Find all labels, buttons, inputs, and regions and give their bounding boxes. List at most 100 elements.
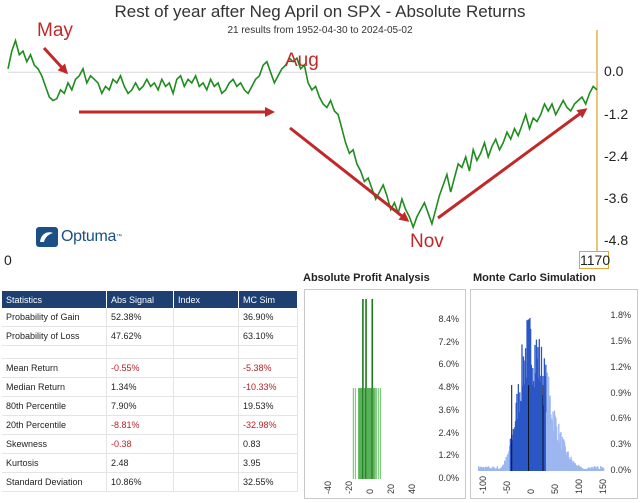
- mc-histogram-bar: [518, 412, 520, 471]
- mc-histogram-bar: [530, 328, 532, 471]
- mc-histogram-bar: [602, 467, 604, 471]
- mc-histogram-bar: [543, 358, 546, 471]
- mc-histogram-bar: [517, 418, 519, 471]
- mc-histogram-bar: [546, 372, 548, 471]
- mc-histogram-bar: [563, 442, 566, 471]
- mc-histogram-bar: [541, 395, 543, 471]
- mc-histogram-bar: [596, 467, 598, 471]
- mc-histogram-bar: [571, 462, 574, 471]
- mc-y-tick-label: 0.3%: [610, 439, 631, 450]
- index-value: [173, 396, 239, 416]
- mc-histogram-bar: [537, 347, 539, 471]
- mc-histogram-bar: [586, 468, 588, 471]
- mc-histogram-bar: [521, 344, 523, 471]
- mc-histogram-bar: [550, 418, 553, 471]
- stat-label: 80th Percentile: [2, 396, 107, 416]
- y-tick-label: -3.6: [604, 190, 629, 207]
- mc-histogram-bar: [582, 468, 584, 471]
- mc-histogram-bar: [533, 387, 535, 471]
- table-row: Median Return 1.34% -10.33%: [2, 377, 298, 397]
- histogram-y-tick-label: 4.8%: [438, 382, 459, 393]
- histogram-bar: [372, 388, 374, 479]
- mc-histogram-bar: [481, 467, 483, 471]
- histogram-core-band: [358, 388, 377, 479]
- mc-histogram-bar: [556, 426, 558, 471]
- mc-histogram-bar: [543, 405, 545, 471]
- mc-y-tick-label: 0.0%: [610, 465, 631, 475]
- mc-histogram-bar: [493, 467, 496, 471]
- return-line: [7, 37, 598, 230]
- histogram-y-tick-label: 2.4%: [438, 427, 459, 438]
- table-row: Probability of Gain 52.38% 36.90%: [2, 308, 298, 327]
- col-header-index: Index: [173, 291, 239, 308]
- mc-histogram-bar: [553, 430, 555, 471]
- mc-y-tick-label: 1.5%: [610, 336, 631, 346]
- abs-signal-value: 52.38%: [106, 308, 174, 327]
- mc-histogram-bar: [597, 466, 599, 471]
- mc-histogram-bar: [487, 467, 489, 471]
- mc-histogram-bar: [570, 456, 572, 471]
- mc-histogram-bar: [558, 443, 561, 471]
- main-chart: [7, 30, 598, 252]
- histogram-bar: [364, 388, 366, 479]
- histogram-bar: [371, 299, 374, 479]
- mc-histogram-bar: [566, 455, 568, 471]
- mc-histogram-bar: [538, 339, 540, 471]
- mc-histogram-bar: [532, 381, 535, 471]
- mc-histogram-bar: [579, 466, 581, 471]
- mc-histogram-bar: [494, 468, 496, 471]
- mc-histogram-bar: [509, 445, 511, 471]
- mc-histogram-bar: [554, 415, 556, 471]
- monte-carlo-title: Monte Carlo Simulation: [473, 272, 596, 284]
- stat-label: Standard Deviation: [2, 472, 107, 492]
- mc-histogram-bar: [490, 468, 492, 471]
- histogram-y-tick-label: 8.4%: [438, 313, 459, 324]
- mc-histogram-bar: [497, 468, 499, 471]
- mc-histogram-bar: [600, 466, 602, 471]
- mc-x-tick-label: 150: [598, 478, 609, 494]
- mc-histogram-bar: [486, 466, 488, 471]
- mc-histogram-bar: [555, 417, 557, 471]
- histogram-bar: [352, 388, 354, 479]
- stat-label: Probability of Loss: [2, 326, 107, 346]
- mc-histogram-bar: [484, 467, 486, 471]
- col-header-abs-signal: Abs Signal: [106, 291, 174, 308]
- mc-histogram-bar: [519, 400, 522, 471]
- mc-histogram-bar: [491, 467, 494, 471]
- mc-histogram-bar: [480, 466, 482, 471]
- mc-y-tick-label: 1.8%: [610, 310, 631, 321]
- col-header-statistics: Statistics: [2, 291, 107, 308]
- stat-label: Mean Return: [2, 358, 107, 378]
- mc-histogram-bar: [561, 449, 563, 471]
- mc-histogram-bar: [550, 414, 552, 471]
- histogram-bar: [379, 388, 381, 479]
- mc-histogram-bar: [539, 382, 541, 471]
- profit-analysis-title: Absolute Profit Analysis: [303, 272, 430, 284]
- mc-histogram-bar: [601, 466, 603, 471]
- mc-histogram-bar: [501, 465, 504, 471]
- annotation-aug: Aug: [285, 50, 319, 71]
- index-value: [173, 358, 239, 378]
- histogram-x-tick-label: 0: [365, 488, 375, 494]
- mc-x-tick-label: -50: [501, 480, 512, 494]
- table-row: 20th Percentile -8.81% -32.98%: [2, 415, 298, 435]
- mc-histogram-bar: [507, 453, 509, 471]
- mc-histogram-bar: [493, 468, 495, 471]
- mc-histogram-bar: [491, 468, 493, 471]
- table-row: 80th Percentile 7.90% 19.53%: [2, 396, 298, 416]
- optuma-logo-text: Optuma: [61, 228, 117, 245]
- mc-y-tick-label: 0.9%: [610, 387, 631, 398]
- mc-histogram-bar: [500, 467, 502, 471]
- mc-histogram-bar: [579, 466, 582, 471]
- mc-x-tick-label: 100: [574, 478, 585, 494]
- histogram-bar: [369, 388, 371, 479]
- histogram-bar: [360, 388, 362, 479]
- mc-histogram-bar: [480, 467, 483, 471]
- arrow-nov-rally: [437, 108, 588, 220]
- mc-x-tick-label: -100: [477, 475, 488, 494]
- mc-x-tick-label: 0: [525, 488, 536, 494]
- index-value: [173, 472, 239, 492]
- abs-signal-value: [106, 345, 174, 359]
- index-value: [173, 377, 239, 397]
- mc-histogram-bar: [578, 465, 580, 471]
